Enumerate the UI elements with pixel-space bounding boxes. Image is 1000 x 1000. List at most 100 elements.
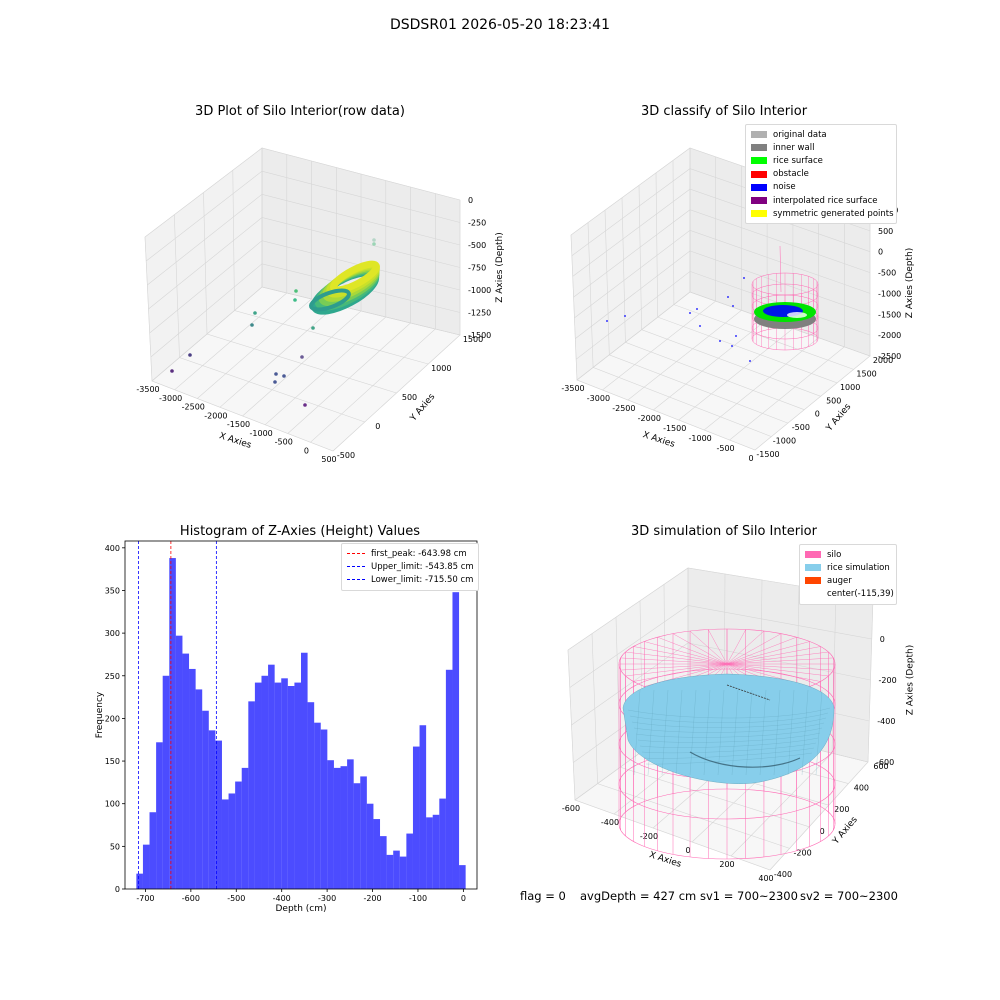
simulation-x-tick: -200 (640, 832, 658, 841)
raw-x-tick: -1500 (227, 420, 250, 429)
simulation-silo-spoke (726, 663, 834, 671)
histogram-bar (347, 759, 354, 889)
histogram-bar (274, 682, 282, 889)
simulation-z-tick: -200 (879, 676, 897, 685)
histogram-bar (189, 668, 196, 889)
histogram-legend-item: Upper_limit: -543.85 cm (347, 560, 474, 573)
simulation-silo-spoke (726, 629, 746, 665)
raw-z-grid (144, 147, 461, 238)
simulation-y-tick: 200 (834, 805, 849, 814)
legend-swatch (751, 170, 767, 178)
classify-x-tick: -500 (716, 444, 734, 453)
raw-scatter-point (300, 355, 304, 359)
simulation-z-label: Z Axies (Depth) (906, 645, 916, 716)
simulation-silo-spoke (644, 641, 728, 665)
histogram-y-tick: 350 (105, 586, 120, 595)
simulation-y-tick: -200 (794, 848, 812, 857)
classify-x-tick: -3000 (587, 394, 610, 403)
classify-legend-item: original data (751, 128, 891, 141)
simulation-silo-spoke (633, 646, 728, 665)
simulation-mesh-line (645, 752, 813, 765)
legend-swatch (805, 551, 821, 559)
simulation-mesh-line (633, 689, 641, 776)
simulation-silo-spoke (689, 630, 728, 665)
legend-label: interpolated rice surface (773, 195, 878, 206)
classify-center-line (779, 245, 782, 293)
histogram-y-tick: 250 (105, 672, 120, 681)
raw-scatter-point (311, 326, 315, 330)
histogram-bar (380, 836, 387, 889)
histogram-bar (162, 675, 170, 889)
classify-noise-point (732, 305, 734, 307)
classify-legend-item: interpolated rice surface (751, 194, 891, 207)
histogram-bar (327, 760, 334, 889)
histogram-legend-item: Lower_limit: -715.50 cm (347, 573, 473, 586)
raw-y-tick: 500 (402, 393, 417, 402)
simulation-mesh-line (801, 689, 809, 776)
simulation-legend-item: auger (805, 574, 891, 587)
simulation-legend: silo rice simulation auger center(-115,39) (799, 544, 897, 605)
simulation-silo-spoke (625, 663, 728, 677)
raw-x-tick: 0 (304, 446, 309, 455)
simulation-silo-spoke (708, 629, 728, 665)
histogram-bar (248, 701, 255, 889)
classify-noise-point (735, 335, 737, 337)
legend-label: obstacle (773, 169, 809, 180)
classify-z-grid (576, 291, 871, 381)
classify-noise-point (689, 312, 691, 314)
simulation-silo-spoke (726, 663, 821, 682)
simulation-y-tick: -400 (774, 870, 792, 879)
legend-line-swatch (347, 566, 365, 568)
legend-swatch (751, 210, 767, 218)
histogram-x-tick: -200 (363, 894, 381, 903)
simulation-plot-title: 3D simulation of Silo Interior (631, 524, 817, 539)
raw-z-grid (151, 286, 461, 382)
raw-z-label: Z Axies (Depth) (495, 232, 505, 303)
classify-y-tick: -1000 (773, 437, 796, 446)
classify-noise-point (699, 325, 701, 327)
raw-y-tick: -500 (337, 451, 355, 460)
histogram-bar (268, 664, 275, 889)
simulation-silo-spoke (726, 657, 834, 665)
histogram-bar (314, 722, 321, 889)
sv2-status: sv2 = 700~2300 (800, 889, 898, 903)
histogram-bar (241, 767, 249, 889)
simulation-silo-spoke (726, 651, 829, 665)
raw-scatter-point (253, 311, 257, 315)
simulation-silo-spoke (625, 651, 728, 665)
classify-noise-point (743, 277, 745, 279)
histogram-bar (439, 798, 446, 889)
classify-x-tick: -2000 (638, 414, 661, 423)
simulation-mesh-line (639, 737, 819, 748)
histogram-title: Histogram of Z-Axies (Height) Values (179, 524, 421, 539)
classify-x-tick: -1500 (663, 424, 686, 433)
simulation-mesh-line (627, 707, 831, 719)
simulation-y-tick: 400 (854, 784, 869, 793)
simulation-x-tick: -400 (601, 818, 619, 827)
legend-label: auger (827, 575, 852, 586)
histogram-bar (393, 850, 400, 889)
legend-label: Lower_limit: -715.50 cm (371, 574, 474, 585)
histogram-y-tick: 0 (115, 885, 120, 894)
histogram-y-tick: 150 (105, 757, 120, 766)
classify-white-gap (787, 312, 807, 318)
classify-noise-point (624, 315, 626, 317)
simulation-mesh-line (703, 689, 711, 776)
classify-z-grid (575, 250, 871, 339)
legend-swatch (751, 131, 767, 139)
histogram-y-tick: 300 (105, 629, 120, 638)
legend-label: Upper_limit: -543.85 cm (371, 561, 474, 572)
simulation-x-tick: 400 (758, 874, 773, 883)
raw-rice-cloud (330, 260, 380, 294)
classify-x-tick: -3500 (561, 384, 584, 393)
histogram-bar (294, 682, 301, 889)
simulation-mesh-line (717, 689, 725, 776)
legend-line-swatch (347, 553, 365, 555)
classify-z-tick: 500 (878, 227, 893, 236)
histogram-bar (373, 819, 381, 889)
simulation-silo-spoke (620, 657, 728, 665)
histogram-x-tick: -500 (227, 894, 245, 903)
classify-z-tick: -500 (878, 269, 896, 278)
